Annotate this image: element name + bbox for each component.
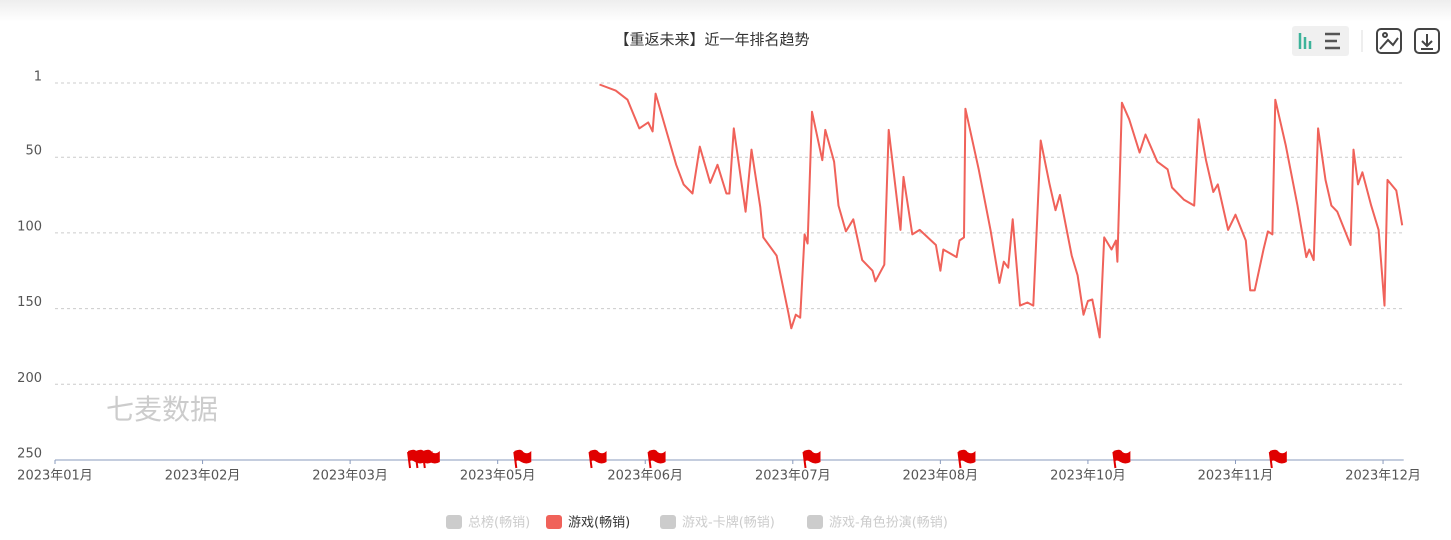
flag-cloth xyxy=(589,449,607,464)
legend-swatch xyxy=(807,515,823,529)
x-tick-label: 2023年05月 xyxy=(460,469,536,484)
flag xyxy=(513,449,532,469)
legend-label: 游戏(畅销) xyxy=(568,516,630,531)
top-shade xyxy=(0,0,1451,22)
image-icon[interactable] xyxy=(1376,28,1402,54)
legend-item[interactable]: 游戏-卡牌(畅销) xyxy=(660,515,775,531)
legend-swatch xyxy=(446,515,462,529)
legend-item[interactable]: 游戏(畅销) xyxy=(546,515,630,531)
x-tick-label: 2023年10月 xyxy=(1050,469,1126,484)
legend-item[interactable]: 游戏-角色扮演(畅销) xyxy=(807,515,948,531)
x-tick-label: 2023年08月 xyxy=(903,469,979,484)
x-tick-label: 2023年02月 xyxy=(165,469,241,484)
y-tick-label: 200 xyxy=(17,371,42,386)
legend-label: 总榜(畅销) xyxy=(468,515,530,531)
legend-swatch xyxy=(660,515,676,529)
flag xyxy=(1268,449,1287,469)
series-line xyxy=(599,83,1404,339)
y-tick-label: 150 xyxy=(17,295,42,310)
flag xyxy=(588,449,607,469)
watermark: 七麦数据 xyxy=(106,393,218,426)
flag xyxy=(802,449,821,469)
x-tick-label: 2023年07月 xyxy=(755,469,831,484)
flag-cloth xyxy=(1269,449,1287,464)
flag xyxy=(647,449,666,469)
x-tick-label: 2023年11月 xyxy=(1198,469,1274,484)
flag xyxy=(421,449,440,469)
flag-cloth xyxy=(958,449,976,464)
flag xyxy=(1112,449,1131,469)
download-icon[interactable] xyxy=(1414,28,1440,54)
toolbar xyxy=(1292,26,1440,56)
y-tick-label: 250 xyxy=(17,447,42,462)
flag-cloth xyxy=(803,449,821,464)
chart-title: 【重返未来】近一年排名趋势 xyxy=(614,31,809,49)
y-tick-label: 1 xyxy=(34,70,42,85)
legend-label: 游戏-角色扮演(畅销) xyxy=(829,515,948,531)
y-tick-label: 100 xyxy=(17,219,42,234)
flag-cloth xyxy=(648,449,666,464)
x-tick-label: 2023年12月 xyxy=(1345,469,1421,484)
flag-cloth xyxy=(514,449,532,464)
flag-cloth xyxy=(1113,449,1131,464)
bar-icon[interactable] xyxy=(1298,33,1312,49)
x-tick-label: 2023年06月 xyxy=(607,469,683,484)
list-icon[interactable] xyxy=(1325,32,1340,50)
legend-label: 游戏-卡牌(畅销) xyxy=(682,515,775,531)
legend-swatch xyxy=(546,515,562,529)
flag-cloth xyxy=(422,449,440,464)
x-tick-label: 2023年01月 xyxy=(17,469,93,484)
y-tick-label: 50 xyxy=(25,144,42,159)
legend-item[interactable]: 总榜(畅销) xyxy=(446,515,530,531)
x-tick-label: 2023年03月 xyxy=(312,469,388,484)
flag xyxy=(957,449,976,469)
